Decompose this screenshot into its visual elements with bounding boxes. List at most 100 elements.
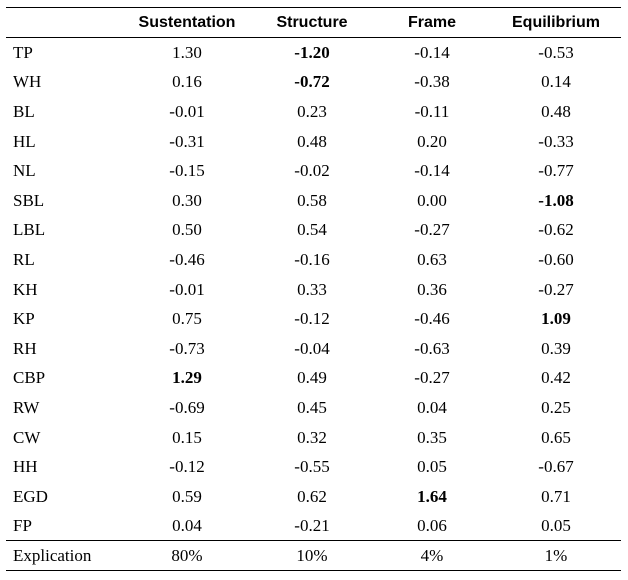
- table-cell: 0.48: [541, 101, 571, 121]
- table-row: CW 0.15 0.32 0.35 0.65: [6, 422, 621, 452]
- table-row: BL -0.01 0.23 -0.11 0.48: [6, 97, 621, 127]
- table-row: CBP 1.29 0.49 -0.27 0.42: [6, 363, 621, 393]
- summary-cell: 4%: [373, 540, 491, 571]
- table-cell: 0.39: [541, 338, 571, 358]
- table-cell: 0.04: [417, 397, 447, 417]
- table-cell: 0.63: [417, 249, 447, 269]
- row-label: KH: [13, 279, 38, 299]
- table-cell: -0.46: [414, 309, 450, 329]
- table-cell: 0.14: [541, 72, 571, 92]
- table-cell: -0.63: [414, 338, 450, 358]
- table-cell: -0.53: [538, 43, 574, 63]
- row-label: NL: [13, 161, 36, 181]
- table-cell: 1.30: [172, 43, 202, 63]
- header-corner: [6, 7, 123, 38]
- table-cell: 0.50: [172, 220, 202, 240]
- table-cell: 0.15: [172, 427, 202, 447]
- loadings-table: Sustentation Structure Frame Equilibrium…: [6, 7, 621, 571]
- table-cell: -0.01: [169, 279, 205, 299]
- row-label: RL: [13, 249, 35, 269]
- header-row: Sustentation Structure Frame Equilibrium: [6, 7, 621, 38]
- table-cell: -0.69: [169, 397, 205, 417]
- table-cell: -0.33: [538, 131, 574, 151]
- table-cell: 0.33: [297, 279, 327, 299]
- table-row: RH -0.73 -0.04 -0.63 0.39: [6, 333, 621, 363]
- header-frame: Frame: [373, 7, 491, 38]
- row-label: HH: [13, 457, 38, 477]
- row-label: KP: [13, 309, 35, 329]
- table-row: EGD 0.59 0.62 1.64 0.71: [6, 481, 621, 511]
- summary-cell: 10%: [251, 540, 373, 571]
- table-cell: -0.46: [169, 249, 205, 269]
- table-cell: 1.29: [172, 368, 202, 388]
- table-cell: -0.12: [169, 457, 205, 477]
- row-label: FP: [13, 516, 32, 536]
- summary-cell: 1%: [491, 540, 621, 571]
- table-row: HH -0.12 -0.55 0.05 -0.67: [6, 452, 621, 482]
- table-row: NL -0.15 -0.02 -0.14 -0.77: [6, 156, 621, 186]
- loadings-table-container: Sustentation Structure Frame Equilibrium…: [6, 7, 621, 571]
- table-cell: 0.62: [297, 486, 327, 506]
- table-row: FP 0.04 -0.21 0.06 0.05: [6, 511, 621, 541]
- table-cell: -0.38: [414, 72, 450, 92]
- table-cell: 0.04: [172, 516, 202, 536]
- header-structure: Structure: [251, 7, 373, 38]
- table-cell: 0.25: [541, 397, 571, 417]
- row-label: TP: [13, 43, 33, 63]
- table-cell: 0.16: [172, 72, 202, 92]
- table-cell: 0.65: [541, 427, 571, 447]
- table-cell: -0.31: [169, 131, 205, 151]
- table-header: Sustentation Structure Frame Equilibrium: [6, 7, 621, 38]
- table-row: WH 0.16 -0.72 -0.38 0.14: [6, 67, 621, 97]
- table-cell: 0.42: [541, 368, 571, 388]
- table-cell: -0.02: [294, 161, 330, 181]
- table-cell: -0.55: [294, 457, 330, 477]
- table-cell: -0.60: [538, 249, 574, 269]
- summary-row: Explication 80% 10% 4% 1%: [6, 540, 621, 571]
- table-cell: 0.59: [172, 486, 202, 506]
- table-cell: 0.58: [297, 190, 327, 210]
- table-cell: -0.21: [294, 516, 330, 536]
- row-label: CBP: [13, 368, 46, 388]
- table-cell: 0.32: [297, 427, 327, 447]
- table-row: RL -0.46 -0.16 0.63 -0.60: [6, 245, 621, 275]
- table-cell: -0.62: [538, 220, 574, 240]
- table-cell: -0.72: [294, 72, 330, 92]
- table-cell: -1.20: [294, 43, 330, 63]
- table-cell: -0.73: [169, 338, 205, 358]
- table-cell: 0.35: [417, 427, 447, 447]
- table-cell: -0.27: [538, 279, 574, 299]
- table-cell: 0.23: [297, 101, 327, 121]
- row-label: LBL: [13, 220, 46, 240]
- table-row: TP 1.30 -1.20 -0.14 -0.53: [6, 38, 621, 68]
- table-cell: -0.27: [414, 368, 450, 388]
- summary-cell: 80%: [123, 540, 251, 571]
- row-label: EGD: [13, 486, 48, 506]
- row-label: WH: [13, 72, 42, 92]
- table-cell: 0.48: [297, 131, 327, 151]
- table-cell: -1.08: [538, 190, 574, 210]
- table-row: SBL 0.30 0.58 0.00 -1.08: [6, 185, 621, 215]
- row-label: BL: [13, 101, 35, 121]
- table-cell: 0.05: [417, 457, 447, 477]
- table-cell: -0.14: [414, 161, 450, 181]
- table-cell: -0.16: [294, 249, 330, 269]
- table-row: HL -0.31 0.48 0.20 -0.33: [6, 126, 621, 156]
- header-sustentation: Sustentation: [123, 7, 251, 38]
- row-label: RW: [13, 397, 40, 417]
- table-cell: -0.67: [538, 457, 574, 477]
- row-label: SBL: [13, 190, 45, 210]
- table-row: KH -0.01 0.33 0.36 -0.27: [6, 274, 621, 304]
- table-cell: -0.15: [169, 161, 205, 181]
- table-cell: 1.64: [417, 486, 447, 506]
- table-cell: -0.77: [538, 161, 574, 181]
- table-cell: -0.11: [414, 101, 450, 121]
- table-cell: -0.14: [414, 43, 450, 63]
- table-row: KP 0.75 -0.12 -0.46 1.09: [6, 304, 621, 334]
- summary-label: Explication: [6, 540, 123, 571]
- table-row: LBL 0.50 0.54 -0.27 -0.62: [6, 215, 621, 245]
- table-cell: 0.30: [172, 190, 202, 210]
- table-cell: 0.00: [417, 190, 447, 210]
- table-cell: 0.20: [417, 131, 447, 151]
- table-cell: -0.04: [294, 338, 330, 358]
